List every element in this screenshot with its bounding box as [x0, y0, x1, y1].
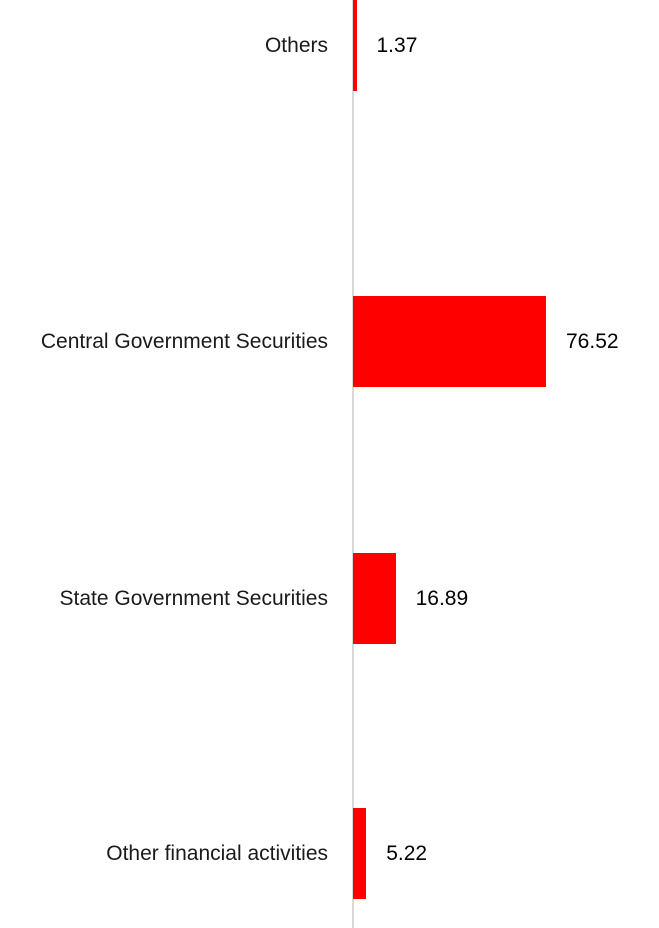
bar-central-government-securities [353, 296, 546, 387]
value-label: 16.89 [415, 586, 469, 610]
category-label: Others [264, 33, 328, 57]
bar-row-central-government-securities: Central Government Securities 76.52 [0, 296, 659, 387]
bar-row-others: Others 1.37 [0, 0, 659, 91]
bar-row-other-financial-activities: Other financial activities 5.22 [0, 808, 659, 899]
category-label: Central Government Securities [40, 329, 328, 353]
bar-state-government-securities [353, 553, 396, 644]
value-label: 1.37 [376, 33, 418, 57]
bar-other-financial-activities [353, 808, 367, 899]
category-label: Other financial activities [106, 841, 328, 865]
category-label: State Government Securities [59, 586, 328, 610]
value-label: 76.52 [566, 329, 619, 353]
y-axis-line [352, 0, 354, 928]
bar-row-state-government-securities: State Government Securities 16.89 [0, 553, 659, 644]
value-label: 5.22 [386, 841, 428, 865]
bar-others [353, 0, 357, 91]
